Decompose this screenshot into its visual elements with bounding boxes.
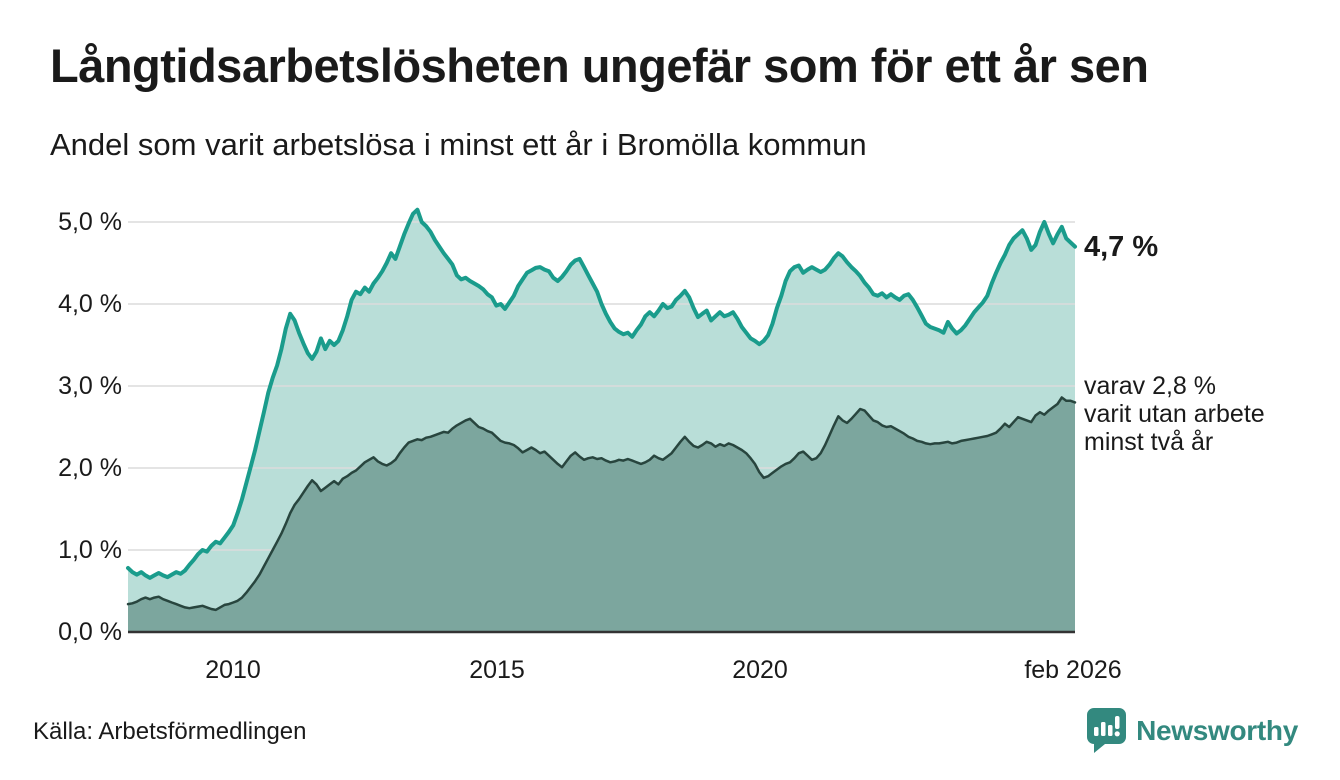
latest-total-annotation: 4,7 % <box>1084 231 1159 263</box>
exclamation-bar <box>1115 716 1120 729</box>
annotation-line: varit utan arbete <box>1084 400 1265 428</box>
annotation-line: minst två år <box>1084 428 1214 456</box>
source-credit: Källa: Arbetsförmedlingen <box>33 718 307 745</box>
y-axis-label: 4,0 % <box>58 290 122 318</box>
x-axis-label: 2020 <box>732 656 788 684</box>
x-axis-label: feb 2026 <box>1024 656 1122 684</box>
page-title: Långtidsarbetslösheten ungefär som för e… <box>50 39 1149 92</box>
brand-name: Newsworthy <box>1136 715 1298 746</box>
bar-short <box>1094 727 1099 736</box>
sub-series-line <box>126 396 1077 612</box>
annotation-line: varav 2,8 % <box>1084 372 1217 400</box>
y-axis-label: 1,0 % <box>58 536 122 564</box>
y-axis-label: 0,0 % <box>58 618 122 646</box>
y-axis-label: 5,0 % <box>58 208 122 236</box>
exclamation-dot <box>1114 731 1120 737</box>
chart-subtitle: Andel som varit arbetslösa i minst ett å… <box>50 127 867 162</box>
sub-area <box>128 397 1075 632</box>
x-axis-label: 2010 <box>205 656 261 684</box>
newsworthy-bubble-icon <box>1087 708 1127 753</box>
bar-medium <box>1108 725 1113 736</box>
total-series-line <box>126 207 1077 580</box>
bar-tall <box>1101 722 1106 736</box>
y-axis-label: 3,0 % <box>58 372 122 400</box>
newsworthy-logo: Newsworthy <box>1086 708 1298 754</box>
x-axis-label: 2015 <box>469 656 525 684</box>
latest-sub-annotation: varav 2,8 % varit utan arbete minst två … <box>1084 372 1265 456</box>
y-axis-label: 2,0 % <box>58 454 122 482</box>
